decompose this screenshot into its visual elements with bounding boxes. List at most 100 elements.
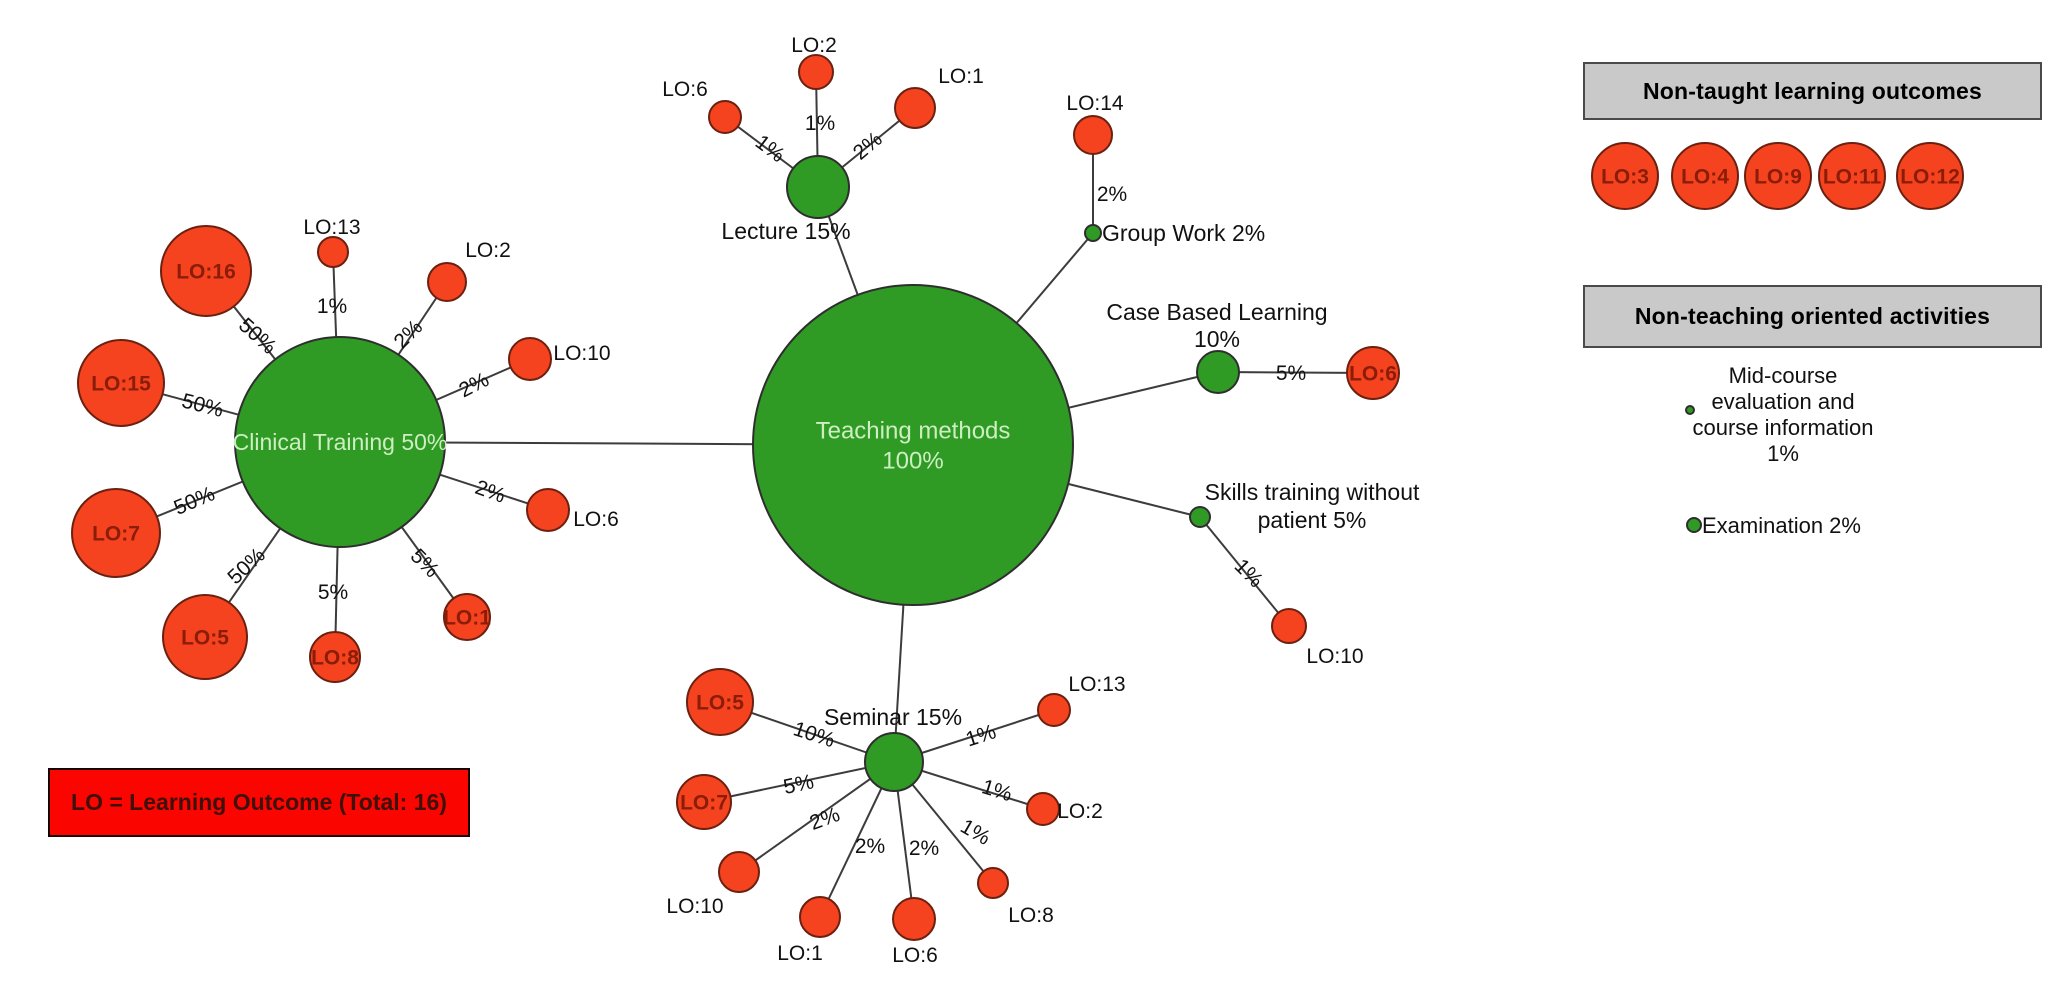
outcome-node-nt_4 <box>1671 142 1739 210</box>
outcome-node-lec_1 <box>894 87 936 129</box>
outcome-node-lec_2 <box>798 54 834 90</box>
edge-label-seminar-sem_2: 1% <box>979 775 1015 806</box>
method-node-seminar <box>864 732 924 792</box>
edge-label-clinical-cl_6: 2% <box>472 476 508 508</box>
method-node-cbl <box>1196 350 1240 394</box>
method-node-exam <box>1686 517 1702 533</box>
node-label-sem_5: LO:5 <box>696 691 744 714</box>
edge-label-clinical-cl_15: 50% <box>179 389 225 421</box>
node-label-midcourse: Mid-course evaluation and course informati… <box>1693 363 1874 466</box>
node-label-cbl: Case Based Learning 10% <box>1106 299 1327 352</box>
outcome-node-cl_8 <box>309 631 361 683</box>
non-taught-outcomes-header: Non-taught learning outcomes <box>1583 62 2042 120</box>
outcome-node-cl_5 <box>162 594 248 680</box>
outcome-node-nt_11 <box>1818 142 1886 210</box>
node-label-sem_10: LO:10 <box>666 895 723 918</box>
method-node-lecture <box>786 155 850 219</box>
outcome-node-cl_13 <box>317 236 349 268</box>
edge-label-lecture-lec_1: 2% <box>849 127 887 164</box>
outcome-node-sem_10 <box>718 851 760 893</box>
outcome-node-cl_2 <box>427 262 467 302</box>
outcome-node-cl_16 <box>160 225 252 317</box>
outcome-node-cl_7 <box>71 488 161 578</box>
edge-seminar-sem_7 <box>703 761 895 803</box>
node-label-cl_1: LO:1 <box>443 606 491 629</box>
node-label-cl_10: LO:10 <box>553 342 610 365</box>
outcome-node-nt_12 <box>1896 142 1964 210</box>
outcome-node-sem_8 <box>977 867 1009 899</box>
node-label-cl_7: LO:7 <box>92 522 140 545</box>
node-label-lec_1: LO:1 <box>938 65 984 88</box>
node-label-sem_8: LO:8 <box>1008 904 1054 927</box>
outcome-node-sem_5 <box>686 668 754 736</box>
node-label-exam: Examination 2% <box>1702 513 1861 538</box>
outcome-node-gw_14 <box>1073 115 1113 155</box>
node-label-sem_2: LO:2 <box>1057 800 1103 823</box>
outcome-node-sem_6 <box>892 897 936 941</box>
outcome-node-cl_1 <box>443 593 491 641</box>
method-node-midcourse <box>1685 405 1695 415</box>
node-label-cl_5: LO:5 <box>181 626 229 649</box>
outcome-node-sem_2 <box>1026 792 1060 826</box>
method-node-teaching <box>752 284 1074 606</box>
edge-label-groupwork-gw_14: 2% <box>1097 183 1127 206</box>
edge-label-seminar-sem_1: 2% <box>855 835 885 858</box>
node-label-skills: Skills training without patient 5% <box>1205 479 1420 533</box>
outcome-node-nt_3 <box>1591 142 1659 210</box>
node-label-sem_6: LO:6 <box>892 944 938 967</box>
node-label-lec_6: LO:6 <box>662 78 708 101</box>
node-label-nt_12: LO:12 <box>1900 165 1960 188</box>
node-label-cl_6: LO:6 <box>573 508 619 531</box>
node-label-sk_10: LO:10 <box>1306 645 1363 668</box>
edge-label-seminar-sem_13: 1% <box>963 720 999 751</box>
outcome-node-cbl_6 <box>1346 346 1400 400</box>
node-label-groupwork: Group Work 2% <box>1102 220 1265 246</box>
edge-label-clinical-cl_5: 50% <box>223 544 269 589</box>
non-teaching-activities-header: Non-teaching oriented activities <box>1583 285 2042 348</box>
method-node-skills <box>1189 506 1211 528</box>
node-label-nt_11: LO:11 <box>1823 165 1882 188</box>
outcome-node-cl_15 <box>77 339 165 427</box>
node-label-nt_9: LO:9 <box>1754 165 1802 188</box>
edge-label-clinical-cl_13: 1% <box>317 295 347 318</box>
outcome-node-nt_9 <box>1744 142 1812 210</box>
outcome-node-sem_7 <box>676 774 732 830</box>
node-label-cl_13: LO:13 <box>303 216 360 239</box>
outcome-node-lec_6 <box>708 100 742 134</box>
node-label-seminar: Seminar 15% <box>824 704 962 730</box>
node-label-cbl_6: LO:6 <box>1349 362 1397 385</box>
method-node-clinical <box>234 336 446 548</box>
node-label-nt_3: LO:3 <box>1601 165 1649 188</box>
node-label-lec_2: LO:2 <box>791 34 837 57</box>
node-label-gw_14: LO:14 <box>1066 92 1124 115</box>
node-label-sem_1: LO:1 <box>777 942 823 965</box>
edge-label-seminar-sem_10: 2% <box>807 803 843 835</box>
node-label-sem_13: LO:13 <box>1068 673 1125 696</box>
node-label-teaching: Teaching methods 100% <box>816 417 1011 474</box>
outcome-node-sem_13 <box>1037 693 1071 727</box>
node-label-sem_7: LO:7 <box>680 791 728 814</box>
edge-label-cbl-cbl_6: 5% <box>1276 362 1306 385</box>
node-label-cl_16: LO:16 <box>176 260 236 283</box>
edge-label-clinical-cl_10: 2% <box>455 368 492 402</box>
node-label-clinical: Clinical Training 50% <box>233 429 448 455</box>
edge-label-seminar-sem_6: 2% <box>909 837 939 860</box>
outcome-node-sk_10 <box>1271 608 1307 644</box>
node-label-cl_15: LO:15 <box>91 372 151 395</box>
outcome-node-sem_1 <box>799 896 841 938</box>
edge-label-clinical-cl_16: 50% <box>234 314 281 359</box>
edge-label-clinical-cl_8: 5% <box>318 581 348 604</box>
edge-label-lecture-lec_2: 1% <box>805 112 835 135</box>
edge-seminar-sem_10 <box>738 761 895 873</box>
node-label-lecture: Lecture 15% <box>721 218 850 244</box>
node-label-cl_2: LO:2 <box>465 239 511 262</box>
node-label-nt_4: LO:4 <box>1681 165 1729 188</box>
edge-label-seminar-sem_7: 5% <box>781 770 815 799</box>
outcome-node-cl_10 <box>508 337 552 381</box>
learning-outcome-key-box: LO = Learning Outcome (Total: 16) <box>48 768 470 837</box>
method-node-groupwork <box>1084 224 1102 242</box>
edge-skills-sk_10 <box>1199 516 1290 627</box>
node-label-cl_8: LO:8 <box>311 646 359 669</box>
outcome-node-cl_6 <box>526 488 570 532</box>
